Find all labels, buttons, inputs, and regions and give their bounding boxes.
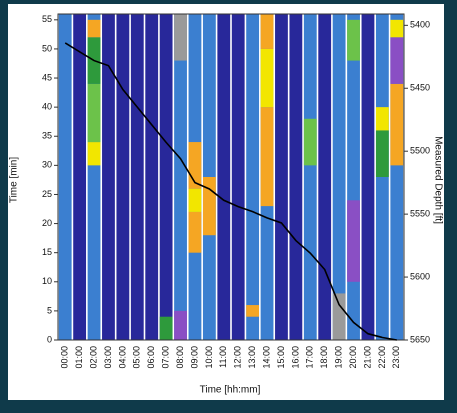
band-segment	[231, 14, 245, 340]
band-segment	[260, 14, 274, 49]
y-tick-label: 5	[47, 305, 52, 315]
x-tick-label: 02:00	[88, 346, 98, 369]
y2-tick-label: 5650	[410, 334, 430, 344]
band-segment	[174, 14, 187, 61]
x-tick-label: 10:00	[204, 346, 214, 369]
band-segment	[260, 107, 274, 207]
band-segment	[347, 14, 360, 340]
y2-tick-label: 5550	[410, 209, 430, 219]
band-segment	[87, 83, 101, 143]
band-segment	[188, 188, 202, 212]
x-tick-label: 03:00	[103, 346, 113, 369]
y-tick-label: 10	[42, 276, 52, 286]
x-tick-label: 01:00	[74, 346, 84, 369]
x-tick-label: 18:00	[319, 346, 329, 369]
band-segment	[303, 14, 317, 340]
x-tick-label: 11:00	[218, 346, 228, 368]
band-segment	[260, 48, 274, 108]
band-segment	[246, 305, 260, 317]
x-tick-label: 17:00	[305, 346, 315, 369]
band-segment	[217, 14, 231, 340]
x-tick-label: 08:00	[175, 346, 185, 369]
band-segment	[390, 19, 404, 38]
y2-tick-label: 5400	[410, 20, 430, 30]
x-tick-label: 12:00	[233, 346, 243, 369]
x-tick-label: 00:00	[60, 346, 70, 369]
x-tick-label: 19:00	[334, 346, 344, 369]
band-segment	[332, 293, 346, 340]
x-tick-label: 21:00	[362, 346, 372, 369]
band-segment	[174, 310, 187, 340]
x-tick-label: 20:00	[348, 346, 358, 369]
band-segment	[159, 316, 173, 340]
x-tick-label: 05:00	[132, 346, 142, 369]
y-tick-label: 40	[42, 102, 52, 112]
band-segment	[275, 14, 288, 340]
band-segment	[318, 14, 332, 340]
y-tick-label: 20	[42, 218, 52, 228]
band-segment	[159, 14, 173, 340]
band-segment	[332, 14, 346, 340]
band-segment	[116, 14, 130, 340]
band-segment	[73, 14, 87, 340]
y-tick-label: 15	[42, 247, 52, 257]
y-tick-label: 25	[42, 189, 52, 199]
band-segment	[303, 118, 317, 166]
y-tick-label: 0	[47, 334, 52, 344]
band-segment	[202, 177, 216, 236]
band-segment	[102, 14, 115, 340]
y-axis-title: Time [min]	[9, 157, 20, 204]
y-tick-label: 45	[42, 72, 52, 82]
y2-tick-label: 5500	[410, 146, 430, 156]
band-segment	[347, 200, 360, 282]
band-segment	[390, 37, 404, 84]
x-axis-title: Time [hh:mm]	[200, 385, 261, 396]
y-tick-label: 30	[42, 160, 52, 170]
band-segment	[87, 142, 101, 166]
band-segment	[58, 14, 72, 340]
band-segment	[246, 14, 260, 340]
x-tick-label: 16:00	[290, 346, 300, 369]
x-tick-label: 14:00	[261, 346, 271, 369]
y2-tick-label: 5450	[410, 83, 430, 93]
x-tick-label: 13:00	[247, 346, 257, 369]
band-segment	[145, 14, 159, 340]
x-tick-label: 23:00	[391, 346, 401, 369]
band-segment	[375, 107, 389, 131]
x-tick-label: 15:00	[276, 346, 286, 369]
x-tick-label: 07:00	[161, 346, 171, 369]
y2-tick-label: 5600	[410, 271, 430, 281]
y-tick-label: 50	[42, 43, 52, 53]
band-segment	[130, 14, 144, 340]
band-segment	[375, 130, 389, 177]
y-tick-label: 55	[42, 14, 52, 24]
band-segment	[361, 14, 375, 340]
x-tick-label: 22:00	[377, 346, 387, 369]
band-segment	[174, 14, 187, 340]
x-tick-label: 06:00	[146, 346, 156, 369]
band-segment	[390, 83, 404, 166]
x-tick-label: 09:00	[189, 346, 199, 369]
y2-axis-title: Measured Depth [ft]	[432, 136, 443, 224]
band-segment	[347, 19, 360, 61]
band-segment	[87, 19, 101, 38]
band-segment	[289, 14, 303, 340]
depth-line	[64, 42, 397, 341]
plot-frame	[57, 13, 405, 341]
band-segment	[188, 211, 202, 253]
y-tick-label: 35	[42, 131, 52, 141]
x-tick-label: 04:00	[117, 346, 127, 369]
